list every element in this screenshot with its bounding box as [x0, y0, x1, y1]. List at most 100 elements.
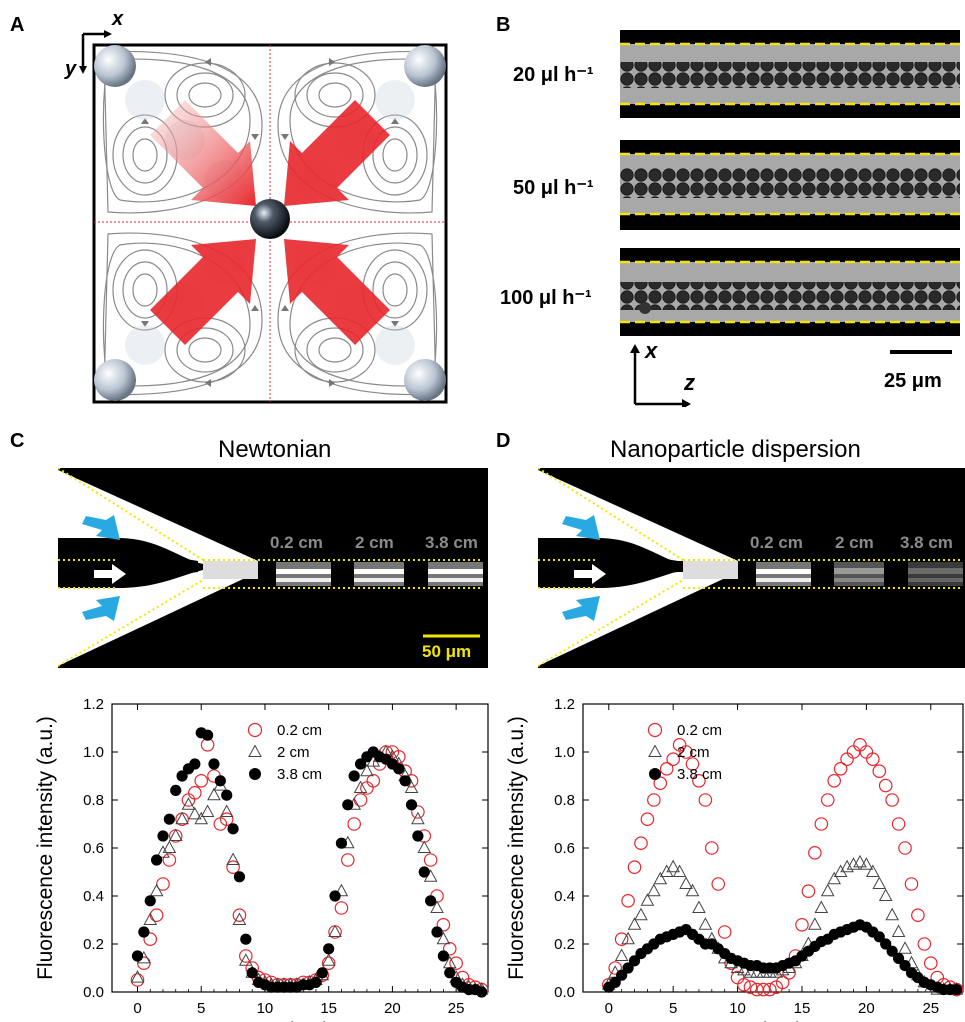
scale-bar-label-c: 50 μm: [422, 642, 472, 661]
point-d-0-24: [756, 982, 771, 997]
x-tick-label-d-2: 10: [729, 1000, 746, 1017]
point-c-0-17: [239, 949, 253, 963]
micrograph-strips: [620, 30, 960, 336]
point-c-0-32: [334, 901, 349, 915]
panel-letter-a: A: [10, 14, 25, 36]
point-d-1-41: [865, 864, 880, 877]
micrograph-20: [620, 30, 960, 118]
legend-label-c-1: 2 cm: [277, 744, 310, 761]
point-d-1-32: [808, 917, 822, 930]
x-tick-label-c-5: 25: [448, 1000, 465, 1017]
point-d-0-7: [647, 793, 661, 807]
point-c-2-31: [329, 890, 341, 902]
point-c-1-12: [207, 787, 221, 801]
point-d-1-34: [820, 883, 835, 897]
point-d-0-17: [711, 877, 726, 891]
series-d-2: [603, 919, 963, 996]
point-d-2-1: [609, 976, 621, 988]
point-d-1-46: [898, 941, 912, 954]
point-c-0-33: [340, 853, 355, 867]
point-d-1-9: [659, 864, 674, 877]
point-d-1-43: [878, 888, 893, 901]
point-d-0-9: [659, 762, 674, 776]
arrow-top-left: [150, 100, 256, 206]
y-tick-label-c-4: 0.8: [83, 792, 104, 809]
arrow-bottom-right: [284, 239, 390, 345]
distance-label-c-2: 2 cm: [355, 533, 394, 552]
point-c-1-0: [130, 970, 145, 983]
point-c-1-43: [404, 780, 419, 793]
point-d-0-16: [705, 841, 719, 855]
point-d-0-44: [885, 793, 899, 807]
point-d-0-15: [698, 793, 713, 807]
point-d-1-37: [840, 859, 854, 873]
panel-title-d: Nanoparticle dispersion: [610, 436, 861, 463]
point-c-2-28: [310, 976, 322, 988]
y-tick-label-c-2: 0.4: [83, 888, 104, 905]
point-d-0-22: [743, 980, 758, 994]
x-tick-label-d-5: 25: [922, 1000, 939, 1017]
micrograph-100: [620, 248, 960, 336]
point-c-2-46: [425, 895, 437, 907]
point-c-0-34: [347, 817, 361, 831]
legend-marker-c-0: [247, 722, 263, 738]
point-d-1-12: [679, 876, 693, 889]
y-axis-label-d: Fluorescence intensity (a.u.): [505, 716, 528, 980]
point-d-0-34: [820, 793, 835, 807]
micrograph-50: [620, 140, 960, 230]
point-c-1-6: [168, 828, 183, 841]
point-d-1-38: [846, 857, 861, 870]
inlet-arrow-bottom: [82, 596, 120, 621]
channel-sections-d: [756, 562, 963, 586]
point-c-2-49: [444, 967, 456, 979]
point-c-2-14: [221, 789, 233, 801]
point-d-1-10: [666, 859, 681, 873]
point-c-0-10: [194, 774, 209, 788]
point-c-2-33: [342, 799, 354, 811]
distance-label-d-1: 0.2 cm: [750, 533, 803, 552]
legend-c: 0.2 cm 2 cm 3.8 cm: [247, 722, 322, 783]
point-d-0-30: [795, 918, 809, 932]
point-d-0-14: [692, 774, 706, 788]
point-c-2-34: [348, 770, 360, 782]
point-c-0-2: [143, 932, 158, 946]
point-c-2-0: [131, 950, 144, 962]
legend-d: 0.2 cm 2 cm 3.8 cm: [647, 722, 722, 783]
point-d-0-4: [627, 860, 642, 874]
panel-letter-b: B: [496, 14, 511, 36]
point-c-1-5: [162, 840, 177, 853]
point-d-0-33: [814, 817, 829, 831]
legend-label-d-2: 3.8 cm: [677, 766, 722, 783]
point-d-2-45: [892, 952, 905, 964]
point-c-2-43: [405, 799, 418, 811]
point-d-2-42: [873, 931, 885, 943]
point-d-0-5: [634, 836, 648, 850]
x-tick-label-c-0: 0: [133, 1000, 141, 1017]
x-axis-label-d: x (μm): [742, 1019, 803, 1022]
point-c-2-45: [418, 866, 430, 878]
axes-indicator-b: [630, 344, 691, 407]
channel-sections-c: [276, 562, 483, 586]
point-d-2-46: [899, 960, 911, 972]
point-c-1-2: [143, 912, 158, 925]
point-c-2-16: [233, 871, 246, 883]
point-d-0-2: [614, 932, 629, 946]
point-d-0-45: [891, 817, 906, 831]
point-c-1-11: [200, 804, 215, 817]
point-c-0-46: [423, 853, 438, 867]
point-c-2-47: [431, 926, 443, 938]
point-c-2-5: [163, 813, 175, 825]
x-tick-label-c-3: 15: [320, 1000, 337, 1017]
point-d-0-8: [653, 776, 668, 790]
legend-marker-c-1: [248, 744, 262, 757]
flow-rate-label-3: 100 μl h⁻¹: [500, 287, 592, 309]
axis-label-z-b: z: [684, 370, 695, 395]
y-tick-label-c-0: 0.0: [83, 984, 104, 1001]
point-c-1-9: [188, 806, 202, 820]
point-d-1-14: [692, 900, 706, 913]
point-c-1-8: [181, 797, 196, 810]
axis-label-y-a: y: [65, 58, 77, 80]
point-c-2-54: [476, 986, 488, 998]
point-c-2-15: [227, 823, 239, 835]
point-c-1-45: [417, 840, 432, 853]
